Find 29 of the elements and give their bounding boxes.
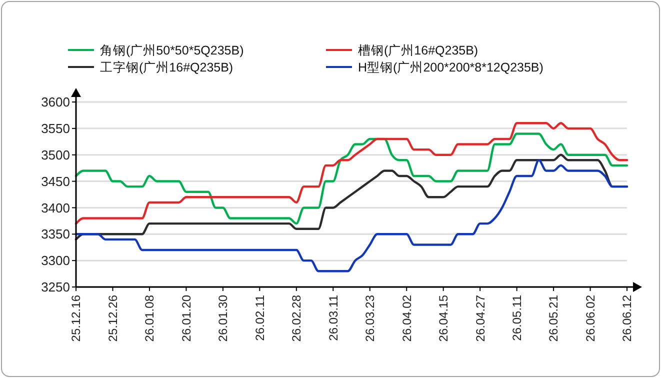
y-tick-label: 3600 [41,94,70,110]
x-tick-label: 26.01.30 [216,294,230,342]
x-tick-label: 26.01.08 [142,294,157,342]
line-series [74,159,628,272]
x-tick-label: 25.12.16 [69,294,84,342]
x-tick-label: 26.04.15 [436,294,451,342]
x-tick-label: 26.04.02 [400,294,414,342]
y-tick-label: 3350 [41,226,70,242]
y-tick-label: 3250 [41,280,70,295]
x-tick-label: 25.12.26 [106,294,120,342]
x-tick-label: 26.01.20 [179,294,194,342]
legend-label: 槽钢(广州16#Q235B) [358,43,478,58]
x-tick-label: 26.05.11 [510,294,524,341]
y-tick-label: 3300 [41,253,70,268]
x-tick-label: 26.04.27 [473,294,488,342]
x-tick-label: 26.02.11 [252,294,267,341]
y-tick-label: 3550 [41,120,70,136]
x-tick-label: 26.06.02 [583,294,598,342]
x-tick-label: 26.02.28 [290,294,304,342]
legend-label: H型钢(广州200*200*8*12Q235B) [358,60,544,74]
y-tick-label: 3450 [41,174,70,189]
y-tick-label: 3500 [41,147,70,162]
x-tick-label: 26.03.23 [363,294,378,342]
x-tick-label: 26.05.21 [546,294,561,342]
legend-label: 工字钢(广州16#Q235B) [100,59,234,74]
x-tick-label: 26.06.12 [620,294,634,342]
y-tick-label: 3400 [41,200,70,216]
x-tick-label: 26.03.11 [326,294,340,341]
legend-label: 角钢(广州50*50*5Q235B) [100,43,244,58]
